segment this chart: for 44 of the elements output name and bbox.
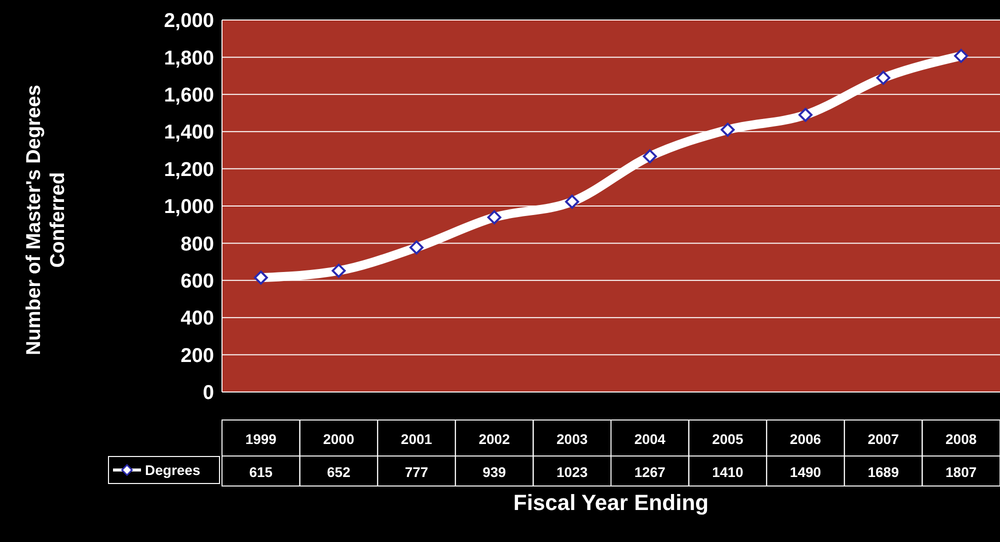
y-tick-label: 1,000 bbox=[164, 196, 214, 218]
data-label: 1807 bbox=[946, 464, 977, 480]
data-label: 652 bbox=[327, 464, 351, 480]
data-label: 1689 bbox=[868, 464, 900, 480]
point bbox=[410, 240, 424, 254]
x-tick-label: 2003 bbox=[556, 431, 588, 447]
point bbox=[254, 270, 268, 285]
data-label: 777 bbox=[404, 464, 428, 480]
y-tick-label: 0 bbox=[202, 382, 214, 404]
x-tick-label: 2007 bbox=[868, 431, 900, 447]
x-tick-label: 2000 bbox=[323, 431, 354, 447]
legend-label: Degrees bbox=[108, 456, 220, 484]
point bbox=[642, 149, 657, 164]
x-tick-label: 2002 bbox=[478, 431, 510, 447]
y-tick-label: 1,200 bbox=[164, 158, 214, 181]
data-label: 1023 bbox=[556, 464, 588, 480]
x-tick-label: 1999 bbox=[245, 431, 277, 447]
data-label: 615 bbox=[249, 464, 273, 480]
x-tick-label: 2006 bbox=[790, 431, 822, 447]
y-tick-label: 1,600 bbox=[164, 84, 214, 106]
data-label: 1267 bbox=[634, 464, 666, 480]
y-tick-label: 800 bbox=[180, 233, 214, 256]
y-tick-label: 200 bbox=[180, 344, 214, 367]
data-label: 939 bbox=[482, 464, 506, 480]
point bbox=[720, 122, 735, 137]
y-tick-label: 1,400 bbox=[164, 122, 214, 144]
x-tick-label: 2005 bbox=[712, 431, 744, 447]
point bbox=[876, 70, 890, 85]
x-tick-label: 2001 bbox=[400, 431, 432, 447]
point bbox=[565, 194, 580, 209]
y-tick-label: 1,800 bbox=[164, 47, 214, 70]
y-tick-label: 400 bbox=[180, 308, 214, 330]
x-axis-title: Fiscal Year Ending bbox=[513, 490, 709, 515]
point bbox=[954, 48, 968, 63]
y-tick-label: 2,000 bbox=[164, 10, 214, 32]
y-tick-label: 600 bbox=[180, 270, 214, 292]
data-label: 1490 bbox=[790, 464, 822, 480]
point bbox=[487, 210, 502, 224]
y-axis-title: Number of Master's Degrees Conferred bbox=[23, 84, 69, 356]
point bbox=[798, 108, 812, 122]
point bbox=[332, 264, 346, 278]
x-tick-label: 2008 bbox=[946, 431, 977, 447]
x-tick-label: 2004 bbox=[634, 431, 666, 447]
data-label: 1410 bbox=[712, 464, 744, 480]
